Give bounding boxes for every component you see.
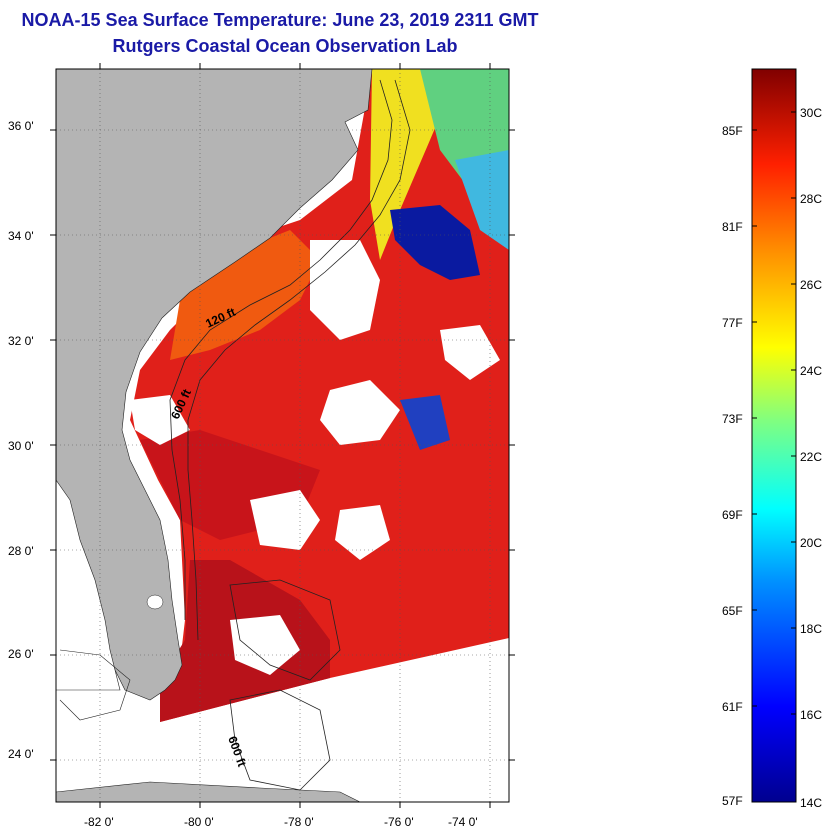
title-line-1: NOAA-15 Sea Surface Temperature: June 23… <box>21 10 539 30</box>
colorbar-f-label: 57F <box>722 794 743 808</box>
cloud-mask <box>320 380 400 445</box>
colorbar-f-label: 85F <box>722 124 743 138</box>
cloud-mask <box>335 505 390 560</box>
lat-label: 24 0' <box>8 747 34 761</box>
colorbar-c-label: 20C <box>800 536 823 550</box>
sst-cool-band-cyan <box>455 150 509 250</box>
colorbar-c-label: 18C <box>800 622 823 636</box>
sst-cold-patch-2 <box>400 395 450 450</box>
contour-120ft <box>169 79 393 620</box>
colorbar-f-label: 77F <box>722 316 743 330</box>
lon-label: -76 0' <box>384 815 414 829</box>
cloud-mask <box>440 325 500 380</box>
lat-label: 32 0' <box>8 334 34 348</box>
colorbar-f-label: 61F <box>722 700 743 714</box>
contour-bahamas <box>229 579 341 681</box>
axis-ticks <box>50 63 515 808</box>
colorbar-f-label: 81F <box>722 220 743 234</box>
colorbar-c-label: 26C <box>800 278 823 292</box>
colorbar-c-label: 14C <box>800 796 823 810</box>
contour-fl-keys <box>59 649 131 721</box>
cloud-mask <box>250 490 320 550</box>
title-line-2: Rutgers Coastal Ocean Observation Lab <box>112 36 458 56</box>
lat-label: 30 0' <box>8 439 34 453</box>
lon-label: -80 0' <box>184 815 214 829</box>
contour-bahamas-south <box>229 689 331 791</box>
colorbar-f-label: 65F <box>722 604 743 618</box>
colorbar-f-label: 69F <box>722 508 743 522</box>
colorbar-c-label: 16C <box>800 708 823 722</box>
cloud-mask <box>130 395 190 445</box>
colorbar-ticks <box>752 111 796 715</box>
lon-label: -78 0' <box>284 815 314 829</box>
colorbar-f-label: 73F <box>722 412 743 426</box>
contour-600ft <box>187 79 411 641</box>
lat-label: 26 0' <box>8 647 34 661</box>
colorbar <box>751 68 797 803</box>
cloud-mask <box>310 240 380 340</box>
lake-okeechobee <box>146 594 164 610</box>
sst-shelf-orange <box>170 230 320 360</box>
cloud-mask <box>230 615 300 675</box>
lat-label: 36 0' <box>8 119 34 133</box>
colorbar-c-label: 22C <box>800 450 823 464</box>
sst-cold-patch <box>390 205 480 280</box>
colorbar-c-label: 24C <box>800 364 823 378</box>
lat-label: 34 0' <box>8 229 34 243</box>
lat-label: 28 0' <box>8 544 34 558</box>
colorbar-c-label: 28C <box>800 192 823 206</box>
lon-label: -74 0' <box>448 815 478 829</box>
colorbar-c-label: 30C <box>800 106 823 120</box>
gulf-water <box>56 479 121 691</box>
land-cuba <box>56 781 361 802</box>
lon-label: -82 0' <box>84 815 114 829</box>
map-border <box>55 68 510 803</box>
